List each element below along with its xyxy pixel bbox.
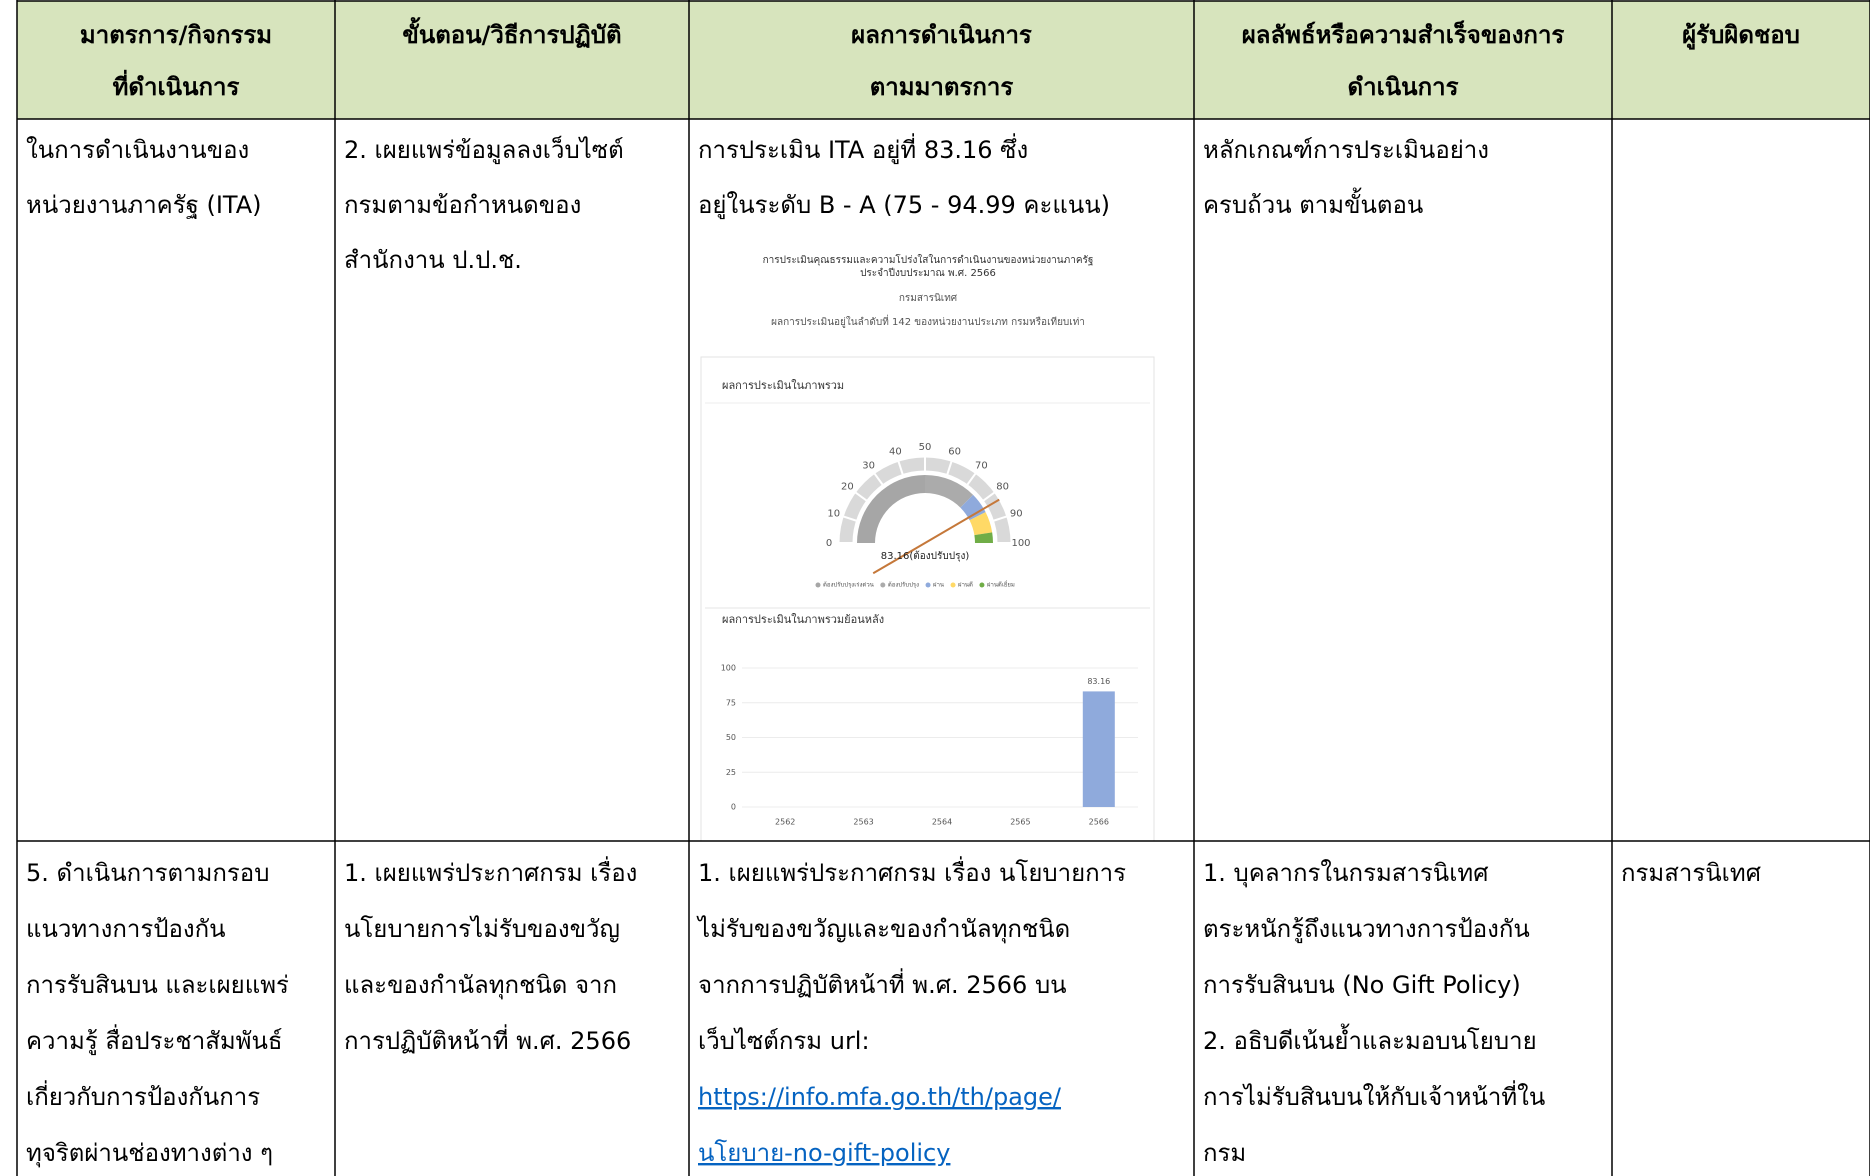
- cell-text: ความรู้ สื่อประชาสัมพันธ์: [26, 1024, 283, 1056]
- cell-text: การปฏิบัติหน้าที่ พ.ศ. 2566: [344, 1024, 631, 1055]
- gauge-value-label: 83.16(ต้องปรับปรุง): [881, 550, 970, 562]
- header-text: ดำเนินการ: [1348, 73, 1459, 101]
- cell-text: อยู่ในระดับ B - A (75 - 94.99 คะแนน): [698, 191, 1110, 220]
- cell-text: ทุจริตผ่านช่องทางต่าง ๆ: [26, 1139, 273, 1168]
- gauge-tick-label: 90: [1010, 508, 1023, 519]
- cell-text: 5. ดำเนินการตามกรอบ: [26, 859, 269, 887]
- gauge-tick-label: 80: [996, 482, 1009, 493]
- header-text: ที่ดำเนินการ: [113, 69, 240, 101]
- legend-swatch: [926, 583, 931, 588]
- header-background: [17, 1, 1870, 119]
- cell-text: เว็บไซต์กรม url:: [698, 1026, 870, 1055]
- gauge-tick-label: 10: [827, 508, 840, 519]
- cell-text: ตระหนักรู้ถึงแนวทางการป้องกัน: [1203, 915, 1530, 944]
- cell-text: การไม่รับสินบนให้กับเจ้าหน้าที่ใน: [1203, 1080, 1545, 1111]
- cell-text: การประเมิน ITA อยู่ที่ 83.16 ซึ่ง: [698, 133, 1028, 165]
- link-text[interactable]: นโยบาย-no-gift-policy: [698, 1139, 950, 1167]
- cell-text: และของกำนัลทุกชนิด จาก: [344, 971, 617, 1000]
- bar: [1083, 691, 1115, 807]
- legend-label: ผ่านดี: [958, 581, 973, 589]
- header-text: ผลการดำเนินการ: [851, 21, 1032, 49]
- cell-text: การรับสินบน และเผยแพร่: [26, 971, 289, 999]
- cell-text: เกี่ยวกับการป้องกันการ: [26, 1080, 260, 1111]
- cell-text: หน่วยงานภาครัฐ (ITA): [26, 191, 262, 219]
- gauge-tick-label: 70: [975, 460, 988, 471]
- y-tick-label: 50: [726, 733, 736, 742]
- cell-text: จากการปฏิบัติหน้าที่ พ.ศ. 2566 บน: [698, 968, 1067, 999]
- y-tick-label: 25: [726, 768, 736, 777]
- cell-text: ไม่รับของขวัญและของกำนัลทุกชนิด: [696, 915, 1070, 944]
- report-rank: ผลการประเมินอยู่ในลำดับที่ 142 ของหน่วยง…: [771, 314, 1085, 328]
- bar-chart-title: ผลการประเมินในภาพรวมย้อนหลัง: [722, 613, 884, 626]
- cell-text: หลักเกณฑ์การประเมินอย่าง: [1203, 136, 1489, 164]
- gauge-tick-label: 50: [919, 442, 932, 453]
- y-tick-label: 75: [726, 698, 736, 707]
- legend-label: ผ่านดีเยี่ยม: [987, 581, 1015, 589]
- legend-label: ต้องปรับปรุงเร่งด่วน: [823, 582, 874, 589]
- legend-swatch: [979, 583, 984, 588]
- y-tick-label: 0: [731, 803, 736, 812]
- header-text: ตามมาตรการ: [870, 73, 1014, 101]
- legend-label: ต้องปรับปรุง: [888, 582, 919, 589]
- header-text: ผู้รับผิดชอบ: [1682, 21, 1800, 50]
- cell-text: 2. อธิบดีเน้นย้ำและมอบนโยบาย: [1203, 1023, 1537, 1055]
- legend-swatch: [951, 583, 956, 588]
- header-text: ขั้นตอน/วิธีการปฏิบัติ: [402, 16, 621, 49]
- x-tick-label: 2564: [932, 818, 952, 827]
- legend-label: ผ่าน: [933, 582, 944, 589]
- report-title: การประเมินคุณธรรมและความโปร่งใสในการดำเน…: [763, 253, 1094, 266]
- document: มาตรการ/กิจกรรมที่ดำเนินการ ขั้นตอน/วิธีก…: [0, 0, 1870, 1176]
- cell-text: กรมสารนิเทศ: [1621, 859, 1761, 887]
- cell-text: กรม: [1203, 1139, 1246, 1167]
- gauge-tick-label: 40: [889, 447, 902, 458]
- gauge-tick-label: 100: [1011, 538, 1030, 549]
- gauge-title: ผลการประเมินในภาพรวม: [722, 379, 844, 392]
- legend-swatch: [816, 583, 821, 588]
- bar-value-label: 83.16: [1087, 677, 1110, 686]
- cell-text: 1. เผยแพร่ประกาศกรม เรื่อง นโยบายการ: [698, 856, 1126, 887]
- cell-text: สำนักงาน ป.ป.ช.: [344, 246, 522, 274]
- cell-text: นโยบายการไม่รับของขวัญ: [344, 915, 620, 943]
- header-text: ผลลัพธ์หรือความสำเร็จของการ: [1242, 20, 1565, 49]
- report-title: ประจำปีงบประมาณ พ.ศ. 2566: [860, 267, 996, 279]
- legend-swatch: [880, 583, 885, 588]
- cell-text: 2. เผยแพร่ข้อมูลลงเว็บไซต์: [344, 135, 624, 165]
- x-tick-label: 2566: [1089, 818, 1109, 827]
- gauge-tick-label: 0: [826, 538, 832, 549]
- report-agency: กรมสารนิเทศ: [899, 293, 958, 304]
- gauge-tick-label: 20: [841, 482, 854, 493]
- y-tick-label: 100: [721, 664, 736, 673]
- x-tick-label: 2563: [853, 818, 873, 827]
- cell-text: แนวทางการป้องกัน: [26, 915, 226, 943]
- link-text[interactable]: https://info.mfa.go.th/th/page/: [698, 1083, 1062, 1111]
- header-text: มาตรการ/กิจกรรม: [80, 21, 272, 49]
- cell-text: การรับสินบน (No Gift Policy): [1203, 971, 1521, 999]
- cell-text: ครบถ้วน ตามขั้นตอน: [1203, 187, 1423, 219]
- cell-text: ในการดำเนินงานของ: [26, 136, 249, 164]
- cell-text: กรมตามข้อกำหนดของ: [344, 191, 581, 219]
- gauge-tick-label: 30: [862, 460, 875, 471]
- x-tick-label: 2562: [775, 818, 795, 827]
- cell-text: 1. บุคลากรในกรมสารนิเทศ: [1203, 859, 1488, 888]
- cell-text: 1. เผยแพร่ประกาศกรม เรื่อง: [344, 856, 637, 887]
- gauge-tick-label: 60: [948, 447, 961, 458]
- x-tick-label: 2565: [1010, 818, 1030, 827]
